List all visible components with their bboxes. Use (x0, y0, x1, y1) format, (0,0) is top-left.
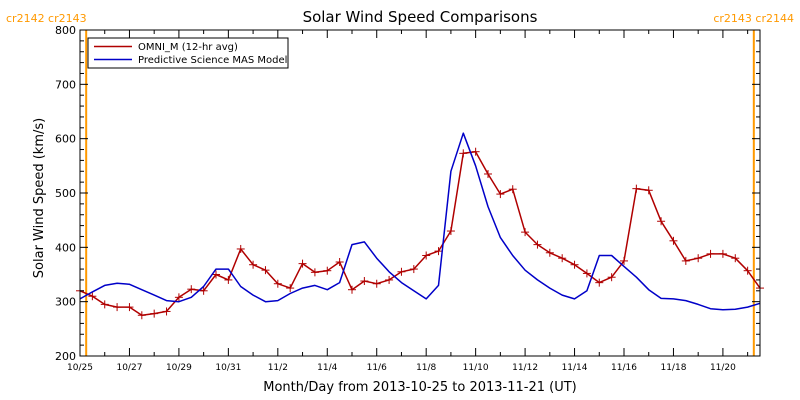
data-point-marker (409, 265, 418, 274)
data-point-marker (681, 256, 690, 265)
x-tick-label: 10/27 (116, 363, 142, 373)
data-point-marker (187, 285, 196, 294)
x-tick-label: 10/25 (67, 363, 93, 373)
data-point-marker (422, 251, 431, 260)
data-point-marker (261, 266, 270, 275)
series-line-omni (79, 150, 761, 317)
x-tick-label: 11/8 (416, 363, 436, 373)
plot-frame (79, 29, 761, 357)
x-tick-label: 10/31 (215, 363, 241, 373)
data-point-marker (496, 190, 505, 199)
data-point-marker (372, 279, 381, 288)
data-point-marker (335, 258, 344, 267)
data-point-marker (582, 269, 591, 278)
x-tick-label: 11/10 (463, 363, 489, 373)
x-tick-label: 11/12 (512, 363, 538, 373)
chart-title: Solar Wind Speed Comparisons (303, 8, 538, 26)
data-point-marker (298, 259, 307, 268)
x-tick-label: 11/4 (317, 363, 337, 373)
carrington-label-left: cr2142 cr2143 (6, 12, 87, 25)
series-layer (76, 132, 764, 320)
data-point-marker (570, 260, 579, 269)
data-point-marker (113, 303, 122, 312)
x-axis-label: Month/Day from 2013-10-25 to 2013-11-21 … (263, 380, 576, 395)
legend-box (87, 37, 289, 69)
data-point-marker (657, 217, 666, 226)
x-tick-label: 11/6 (367, 363, 387, 373)
data-point-marker (620, 256, 628, 265)
legend: OMNI_M (12-hr avg) Predictive Science MA… (87, 37, 289, 69)
data-point-marker (545, 248, 554, 257)
data-point-marker (348, 285, 356, 294)
data-point-marker (397, 267, 406, 276)
data-point-marker (236, 244, 245, 253)
data-point-marker (533, 240, 542, 249)
y-tick-label: 600 (55, 133, 76, 146)
data-point-marker (607, 273, 616, 282)
y-axis-label: Solar Wind Speed (km/s) (32, 118, 47, 278)
x-tick-label: 11/2 (268, 363, 288, 373)
y-tick-label: 800 (55, 24, 76, 37)
data-point-marker (174, 293, 183, 302)
y-tick-label: 400 (55, 241, 76, 254)
y-axis: 200 300 400 500 600 700 800 (55, 24, 760, 363)
legend-label-mas-model: Predictive Science MAS Model (138, 55, 287, 66)
data-point-marker (694, 254, 703, 263)
carrington-marker-lines (85, 30, 755, 356)
data-point-marker (385, 275, 394, 284)
data-point-marker (137, 311, 146, 320)
data-point-marker (508, 185, 517, 194)
data-point-marker (558, 254, 567, 263)
data-point-marker (595, 278, 604, 287)
data-point-marker (718, 249, 727, 258)
data-point-marker (100, 300, 109, 309)
data-point-marker (632, 184, 641, 193)
data-point-marker (212, 270, 220, 279)
data-point-marker (743, 266, 752, 275)
data-point-marker (434, 247, 443, 256)
data-point-marker (273, 279, 282, 288)
data-point-marker (162, 307, 171, 316)
data-point-marker (669, 236, 678, 245)
data-point-marker (521, 228, 530, 237)
x-tick-label: 11/16 (611, 363, 637, 373)
data-point-marker (446, 227, 455, 236)
y-tick-label: 500 (55, 187, 76, 200)
data-point-marker (323, 266, 332, 275)
series-line-mas-model (79, 132, 761, 311)
data-point-marker (125, 303, 134, 312)
x-tick-label: 11/20 (710, 363, 736, 373)
data-point-marker (731, 254, 740, 263)
data-point-marker (360, 277, 369, 286)
data-point-marker (484, 169, 492, 178)
y-tick-label: 200 (55, 350, 76, 363)
data-point-marker (150, 309, 159, 318)
data-point-marker (224, 275, 233, 284)
data-point-marker (199, 286, 208, 295)
data-point-marker (471, 147, 480, 156)
x-tick-label: 11/14 (562, 363, 588, 373)
data-point-marker (459, 149, 468, 158)
y-tick-label: 700 (55, 78, 76, 91)
legend-label-omni: OMNI_M (12-hr avg) (138, 42, 238, 53)
data-point-marker (644, 186, 653, 195)
data-point-marker (88, 292, 97, 301)
x-axis: 10/25 10/27 10/29 10/31 11/2 11/4 11/6 11/8 11/1… (67, 30, 749, 373)
data-point-marker (706, 249, 715, 258)
x-tick-label: 10/29 (166, 363, 192, 373)
data-point-marker (286, 284, 295, 293)
data-point-marker (310, 268, 319, 277)
x-tick-label: 11/18 (660, 363, 686, 373)
carrington-label-right: cr2143 cr2144 (713, 12, 794, 25)
y-tick-label: 300 (55, 296, 76, 309)
data-point-marker (249, 260, 258, 269)
